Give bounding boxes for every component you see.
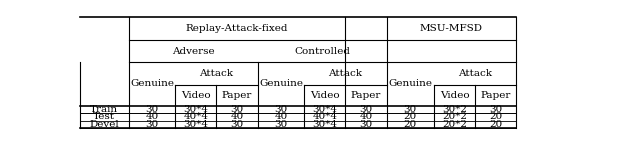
Text: Attack: Attack — [328, 69, 362, 78]
Text: 20*2: 20*2 — [442, 120, 467, 129]
Text: 30*4: 30*4 — [312, 105, 337, 114]
Text: 30: 30 — [359, 120, 372, 129]
Text: Genuine: Genuine — [388, 79, 433, 88]
Text: 30: 30 — [145, 120, 159, 129]
Text: Attack: Attack — [200, 69, 234, 78]
Text: 40: 40 — [145, 112, 159, 121]
Text: 40*4: 40*4 — [183, 112, 208, 121]
Text: 20: 20 — [404, 112, 417, 121]
Text: Attack: Attack — [458, 69, 492, 78]
Text: 40: 40 — [359, 112, 372, 121]
Text: Adverse: Adverse — [172, 47, 214, 56]
Text: Paper: Paper — [481, 91, 511, 100]
Text: Test: Test — [93, 112, 115, 121]
Text: Video: Video — [310, 91, 340, 100]
Text: Paper: Paper — [351, 91, 381, 100]
Text: 30*2: 30*2 — [442, 105, 467, 114]
Text: 30: 30 — [489, 105, 502, 114]
Text: Replay-Attack-fixed: Replay-Attack-fixed — [186, 24, 288, 33]
Text: 30*4: 30*4 — [312, 120, 337, 129]
Text: 30: 30 — [230, 105, 244, 114]
Text: 20*2: 20*2 — [442, 112, 467, 121]
Text: 30: 30 — [275, 120, 287, 129]
Text: Genuine: Genuine — [259, 79, 303, 88]
Text: Controlled: Controlled — [294, 47, 350, 56]
Text: 30*4: 30*4 — [183, 120, 208, 129]
Text: Train: Train — [90, 105, 118, 114]
Text: Genuine: Genuine — [130, 79, 174, 88]
Text: 30*4: 30*4 — [183, 105, 208, 114]
Text: 40: 40 — [230, 112, 244, 121]
Text: 30: 30 — [404, 105, 417, 114]
Text: 30: 30 — [359, 105, 372, 114]
Text: Video: Video — [181, 91, 211, 100]
Text: 20: 20 — [489, 112, 502, 121]
Text: 30: 30 — [145, 105, 159, 114]
Text: MSU-MFSD: MSU-MFSD — [420, 24, 483, 33]
Text: 30: 30 — [275, 105, 287, 114]
Text: Devel: Devel — [90, 120, 119, 129]
Text: 30: 30 — [230, 120, 244, 129]
Text: Video: Video — [440, 91, 470, 100]
Text: 40: 40 — [275, 112, 287, 121]
Text: Paper: Paper — [222, 91, 252, 100]
Text: 40*4: 40*4 — [312, 112, 337, 121]
Text: 20: 20 — [404, 120, 417, 129]
Text: 20: 20 — [489, 120, 502, 129]
